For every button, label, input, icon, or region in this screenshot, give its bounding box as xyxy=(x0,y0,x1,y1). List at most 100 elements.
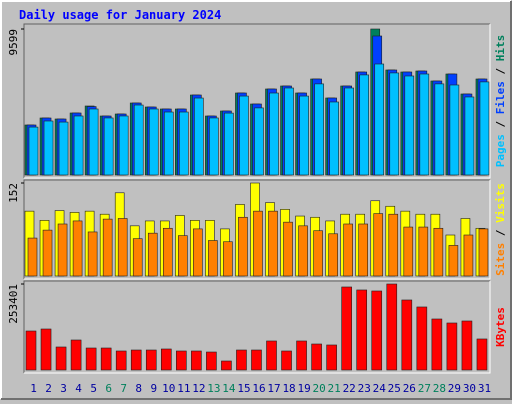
bar xyxy=(236,349,247,371)
bar xyxy=(253,210,263,277)
bar xyxy=(479,81,490,176)
x-tick-label: 1 xyxy=(30,382,37,395)
chart-title: Daily usage for January 2024 xyxy=(19,8,221,22)
bar xyxy=(328,233,338,277)
legend-entry: Visits xyxy=(494,183,507,223)
bar xyxy=(160,348,172,371)
bar xyxy=(191,350,202,371)
bar xyxy=(130,349,142,371)
bar xyxy=(448,245,459,277)
bar xyxy=(88,108,99,176)
bar xyxy=(70,339,82,371)
bar xyxy=(296,340,307,371)
bar xyxy=(284,87,294,176)
bar xyxy=(461,320,473,371)
bar xyxy=(72,220,83,277)
x-tick-label: 7 xyxy=(120,382,127,395)
x-tick-label: 14 xyxy=(222,382,236,395)
bar xyxy=(133,104,144,176)
bar xyxy=(28,126,39,176)
x-tick-label: 16 xyxy=(252,382,265,395)
y-tick-label: 152 xyxy=(7,183,20,203)
x-tick-label: 27 xyxy=(418,382,431,395)
bar xyxy=(55,346,67,371)
bar xyxy=(416,306,428,371)
bar xyxy=(401,299,413,371)
bar xyxy=(446,322,458,371)
bar xyxy=(311,343,322,371)
bar xyxy=(239,95,249,176)
x-tick-label: 17 xyxy=(267,382,280,395)
bar xyxy=(358,223,369,277)
x-tick-label: 9 xyxy=(150,382,157,395)
legend-separator: / xyxy=(494,223,507,243)
x-tick-label: 26 xyxy=(403,382,416,395)
bar xyxy=(73,115,84,176)
x-tick-label: 8 xyxy=(135,382,142,395)
bar xyxy=(209,117,219,176)
bar xyxy=(374,63,385,176)
legend: Pages / Files / Hits xyxy=(494,35,507,168)
bar xyxy=(27,237,38,277)
bar xyxy=(476,338,488,371)
bar xyxy=(58,121,69,176)
bar xyxy=(115,350,127,371)
bar xyxy=(224,112,234,176)
bar xyxy=(371,290,383,371)
bar xyxy=(162,227,173,277)
bar xyxy=(283,221,293,277)
bar xyxy=(329,101,339,176)
legend: Sites / Visits xyxy=(494,183,507,276)
x-tick-label: 23 xyxy=(358,382,371,395)
bar xyxy=(373,213,384,277)
panel-border-light xyxy=(24,180,491,280)
x-tick-label: 20 xyxy=(313,382,326,395)
x-tick-label: 5 xyxy=(90,382,97,395)
y-tick-label: 9599 xyxy=(7,29,20,56)
bar xyxy=(359,74,370,176)
bar xyxy=(40,328,52,371)
panel-border-dark xyxy=(23,23,490,178)
bar xyxy=(178,235,188,277)
bar xyxy=(147,232,158,277)
x-tick-label: 10 xyxy=(162,382,175,395)
bar xyxy=(266,340,277,371)
bar xyxy=(221,360,232,371)
legend-entry: Sites xyxy=(494,243,507,276)
bar xyxy=(298,225,308,277)
y-tick-label: 253401 xyxy=(7,284,20,324)
bar xyxy=(87,231,98,277)
bar xyxy=(43,120,54,176)
bar xyxy=(176,350,187,371)
bar xyxy=(268,210,278,277)
x-tick-label: 13 xyxy=(207,382,220,395)
bar xyxy=(314,83,324,176)
x-tick-label: 30 xyxy=(463,382,476,395)
bar xyxy=(117,218,128,277)
bar xyxy=(145,349,157,371)
x-tick-label: 6 xyxy=(105,382,112,395)
x-tick-label: 3 xyxy=(60,382,67,395)
bar xyxy=(403,226,414,277)
bar xyxy=(238,216,248,277)
bar xyxy=(281,350,292,371)
bar xyxy=(223,241,233,277)
bar xyxy=(100,347,112,371)
bar xyxy=(434,83,445,176)
legend-entry: Files xyxy=(494,81,507,114)
legend-separator: / xyxy=(494,114,507,134)
bar xyxy=(386,283,398,371)
bar xyxy=(344,87,354,176)
x-tick-label: 31 xyxy=(478,382,491,395)
x-tick-label: 19 xyxy=(297,382,310,395)
bar xyxy=(389,72,400,176)
bar xyxy=(433,227,444,277)
bar xyxy=(464,96,475,176)
bar xyxy=(102,218,113,277)
bar xyxy=(85,347,97,371)
bar xyxy=(206,351,217,371)
bar xyxy=(42,229,53,277)
